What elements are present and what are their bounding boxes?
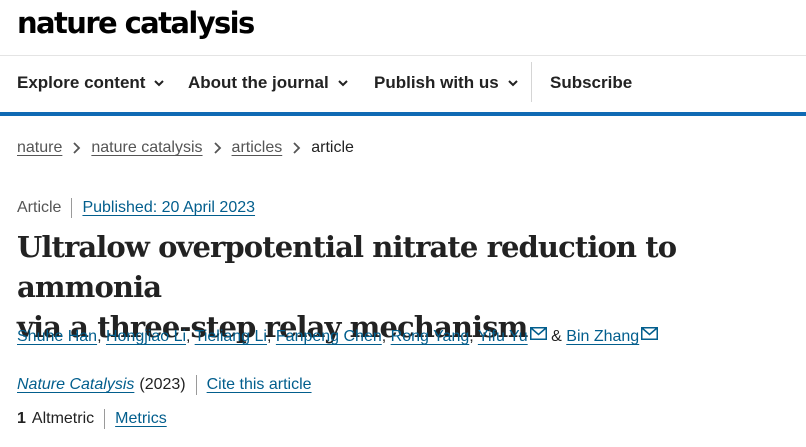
- published-date-link[interactable]: Published: 20 April 2023: [82, 199, 256, 216]
- breadcrumb-current: article: [311, 139, 354, 156]
- author-link[interactable]: Bin Zhang: [566, 328, 640, 345]
- chevron-right-icon: [213, 142, 221, 154]
- mail-icon[interactable]: [529, 327, 547, 340]
- mail-icon[interactable]: [641, 327, 659, 340]
- author-link[interactable]: Rong Yang: [390, 328, 470, 345]
- citation-line: Nature Catalysis (2023) Cite this articl…: [17, 375, 312, 395]
- metrics-link[interactable]: Metrics: [115, 410, 167, 427]
- author-link[interactable]: Hongjiao Li: [105, 328, 187, 345]
- journal-logo[interactable]: nature catalysis: [17, 6, 255, 40]
- breadcrumb-articles[interactable]: articles: [231, 139, 283, 156]
- metrics-divider: [104, 409, 106, 429]
- nav-about-label: About the journal: [188, 73, 329, 92]
- author-link[interactable]: Shuhe Han: [17, 328, 98, 345]
- nav-about-journal[interactable]: About the journal: [188, 73, 349, 93]
- author-link[interactable]: Fanpeng Chen: [275, 328, 382, 345]
- article-title: Ultralow overpotential nitrate reduction…: [17, 227, 802, 347]
- chevron-down-icon: [507, 80, 518, 87]
- author-separator: ,: [97, 328, 102, 345]
- breadcrumb-nature[interactable]: nature: [17, 139, 63, 156]
- breadcrumb: nature nature catalysis articles article: [17, 139, 354, 157]
- altmetric-count: 1: [17, 410, 26, 427]
- author-link[interactable]: Yifu Yu: [477, 328, 528, 345]
- author-link[interactable]: Tieliang Li: [194, 328, 267, 345]
- altmetric-label: Altmetric: [31, 410, 95, 427]
- subscribe-link[interactable]: Subscribe: [550, 73, 633, 92]
- chevron-down-icon: [338, 80, 348, 87]
- nav-divider: [531, 62, 532, 102]
- article-title-line-2: via a three-step relay mechanism: [17, 310, 528, 344]
- header-divider: [0, 55, 806, 56]
- journal-name-link[interactable]: Nature Catalysis: [17, 376, 135, 393]
- chevron-down-icon: [154, 80, 165, 87]
- author-separator: ,: [381, 328, 387, 345]
- chevron-right-icon: [293, 142, 301, 154]
- author-list: Shuhe Han, Hongjiao Li, Tieliang Li, Fan…: [17, 327, 659, 346]
- author-separator: ,: [186, 328, 191, 345]
- nav-publish-label: Publish with us: [374, 73, 499, 92]
- article-type: Article: [17, 199, 62, 216]
- chevron-right-icon: [73, 142, 81, 154]
- author-ampersand: &: [551, 328, 562, 345]
- article-title-line-1: Ultralow overpotential nitrate reduction…: [17, 230, 677, 304]
- nav-explore-content[interactable]: Explore content: [17, 73, 165, 93]
- breadcrumb-nature-catalysis[interactable]: nature catalysis: [91, 139, 203, 156]
- nav-accent-bar: [0, 112, 806, 116]
- meta-divider: [71, 198, 73, 218]
- author-separator: ,: [469, 328, 474, 345]
- nav-publish-with-us[interactable]: Publish with us: [374, 73, 519, 93]
- author-separator: ,: [266, 328, 272, 345]
- publication-year: (2023): [139, 376, 186, 393]
- nav-explore-label: Explore content: [17, 73, 146, 92]
- article-meta: Article Published: 20 April 2023: [17, 198, 255, 218]
- main-nav: Explore content About the journal Publis…: [0, 56, 806, 112]
- cite-this-article-link[interactable]: Cite this article: [206, 376, 312, 393]
- metrics-line: 1 Altmetric Metrics: [17, 409, 167, 429]
- citation-divider: [195, 375, 197, 395]
